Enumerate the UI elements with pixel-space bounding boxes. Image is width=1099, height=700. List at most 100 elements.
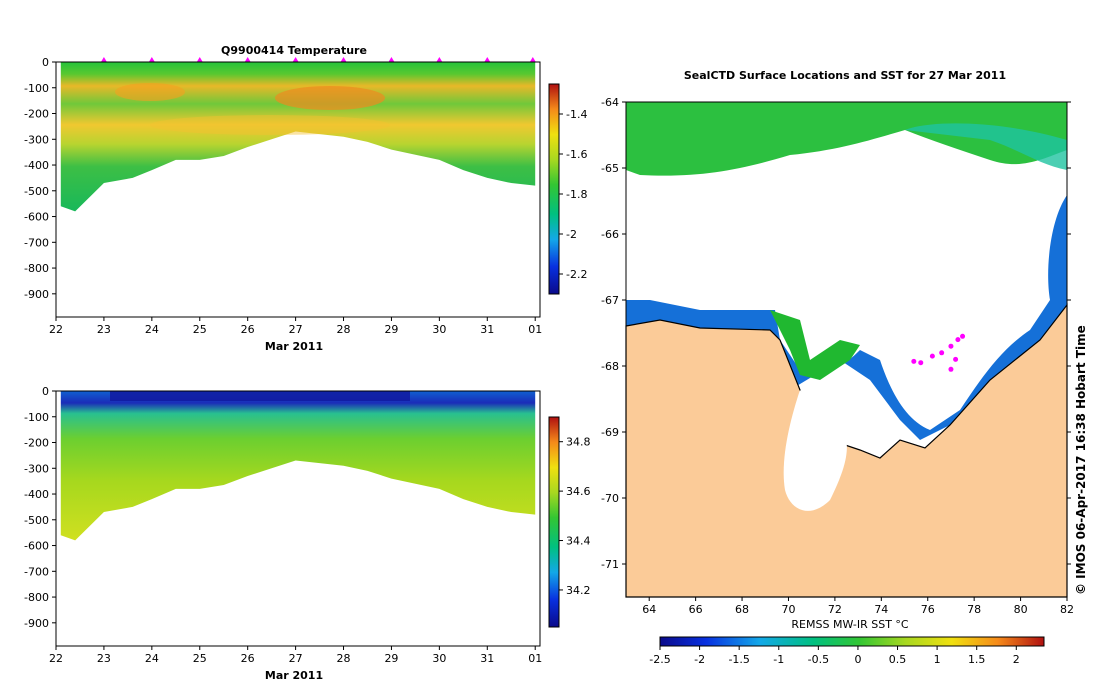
fresh-surface-layer — [110, 391, 410, 401]
y-tick-label: -800 — [24, 591, 49, 604]
map-x-tick-label: 78 — [967, 603, 981, 616]
salinity-xlabel: Mar 2011 — [265, 669, 323, 682]
profile-marker — [196, 57, 203, 62]
temperature-y-axis: 0 -100 -200 -300 -400 -500 -600 -700 -800 -900 — [24, 56, 56, 301]
map-x-tick-label: 72 — [828, 603, 842, 616]
seal-location-point — [918, 360, 924, 366]
y-tick-label: -100 — [24, 411, 49, 424]
seal-location-point — [955, 337, 961, 343]
map-x-tick-label: 74 — [874, 603, 888, 616]
salinity-plot-frame — [55, 390, 541, 647]
x-tick-label: 22 — [49, 323, 63, 336]
x-tick-label: 26 — [241, 652, 255, 665]
y-tick-label: -700 — [24, 236, 49, 249]
y-tick-label: -300 — [24, 133, 49, 146]
map-y-tick-label: -67 — [601, 294, 619, 307]
x-tick-label: 22 — [49, 652, 63, 665]
map-y-tick-label: -70 — [601, 492, 619, 505]
x-tick-label: 23 — [97, 323, 111, 336]
seal-location-point — [929, 353, 935, 359]
map-y-tick-label: -68 — [601, 360, 619, 373]
map-y-tick-label: -65 — [601, 162, 619, 175]
ice-shelf — [783, 390, 847, 511]
sst-colorbar-tick-label: 1.5 — [968, 653, 986, 666]
sst-map-plot: SealCTD Surface Locations and SST for 27… — [601, 69, 1074, 666]
x-tick-label: 30 — [432, 652, 446, 665]
y-tick-label: -500 — [24, 514, 49, 527]
colorbar-tick-label: 34.4 — [566, 535, 591, 548]
x-tick-label: 26 — [241, 323, 255, 336]
sst-cool-patch — [905, 123, 1067, 170]
map-x-tick-label: 70 — [781, 603, 795, 616]
y-tick-label: -300 — [24, 462, 49, 475]
profile-marker — [148, 57, 155, 62]
warm-band — [150, 115, 390, 135]
x-tick-label: 24 — [145, 323, 159, 336]
sst-colorbar-ticks: -2.5 -2 -1.5 -1 -0.5 0 0.5 1 1.5 2 — [649, 646, 1020, 666]
colorbar-tick-label: -1.4 — [566, 108, 587, 121]
salinity-section-plot: 0 -100 -200 -300 -400 -500 -600 -700 -800 -900 22… — [24, 385, 590, 682]
imos-credit: © IMOS 06-Apr-2017 16:38 Hobart Time — [1074, 325, 1088, 595]
map-colorbar-label: REMSS MW-IR SST °C — [791, 618, 909, 631]
temperature-section-plot: Q9900414 Temperature 0 -100 -200 -300 -400 -5… — [24, 44, 587, 353]
seal-location-point — [960, 333, 966, 339]
y-tick-label: -200 — [24, 108, 49, 121]
temperature-plot-frame — [55, 61, 541, 318]
seal-locations — [911, 333, 966, 372]
salinity-field — [60, 391, 536, 541]
sst-colorbar-tick-label: 0 — [854, 653, 861, 666]
y-tick-label: -600 — [24, 211, 49, 224]
colorbar-tick-label: 34.2 — [566, 584, 591, 597]
colorbar-tick-label: -2.2 — [566, 268, 587, 281]
sst-coastal-green — [770, 310, 860, 380]
y-tick-label: -600 — [24, 540, 49, 553]
salinity-colorbar — [548, 416, 560, 628]
profile-marker — [100, 57, 107, 62]
x-tick-label: 01 — [528, 652, 542, 665]
y-tick-label: -800 — [24, 262, 49, 275]
profile-markers — [100, 57, 536, 62]
sst-coastal-band — [626, 195, 1067, 440]
seal-location-point — [953, 356, 959, 362]
x-tick-label: 28 — [337, 652, 351, 665]
seal-location-point — [948, 366, 954, 372]
profile-marker — [244, 57, 251, 62]
temperature-x-axis: 22 23 24 25 26 27 28 29 30 31 01 — [49, 317, 542, 336]
x-tick-label: 29 — [384, 652, 398, 665]
profile-marker — [484, 57, 491, 62]
x-tick-label: 27 — [289, 323, 303, 336]
y-tick-label: -400 — [24, 159, 49, 172]
colorbar-tick-label: 34.6 — [566, 485, 591, 498]
y-tick-label: 0 — [42, 56, 49, 69]
temperature-colorbar — [548, 83, 560, 295]
x-tick-label: 25 — [193, 323, 207, 336]
sst-colorbar — [659, 636, 1045, 647]
colorbar-tick-label: -1.6 — [566, 148, 587, 161]
sst-colorbar-tick-label: -1 — [773, 653, 784, 666]
warm-core — [275, 86, 385, 110]
sst-colorbar-tick-label: 2 — [1013, 653, 1020, 666]
map-frame — [625, 101, 1068, 598]
map-x-tick-label: 68 — [735, 603, 749, 616]
sst-colorbar-tick-label: -0.5 — [808, 653, 829, 666]
seal-location-point — [948, 343, 954, 349]
y-tick-label: -400 — [24, 488, 49, 501]
map-x-tick-label: 64 — [642, 603, 656, 616]
colorbar-tick-label: -1.8 — [566, 188, 587, 201]
seal-location-point — [911, 358, 917, 364]
map-x-tick-label: 80 — [1014, 603, 1028, 616]
y-tick-label: -900 — [24, 288, 49, 301]
profile-marker — [340, 57, 347, 62]
map-title: SealCTD Surface Locations and SST for 27… — [684, 69, 1006, 82]
map-y-tick-label: -64 — [601, 96, 619, 109]
x-tick-label: 31 — [480, 652, 494, 665]
sst-colorbar-tick-label: -2 — [694, 653, 705, 666]
sst-colorbar-tick-label: -2.5 — [649, 653, 670, 666]
profile-marker — [388, 57, 395, 62]
sst-colorbar-tick-label: -1.5 — [728, 653, 749, 666]
profile-marker — [529, 57, 536, 62]
temperature-field — [60, 62, 536, 212]
y-tick-label: -100 — [24, 82, 49, 95]
temperature-xlabel: Mar 2011 — [265, 340, 323, 353]
salinity-x-axis: 22 23 24 25 26 27 28 29 30 31 01 — [49, 646, 542, 665]
